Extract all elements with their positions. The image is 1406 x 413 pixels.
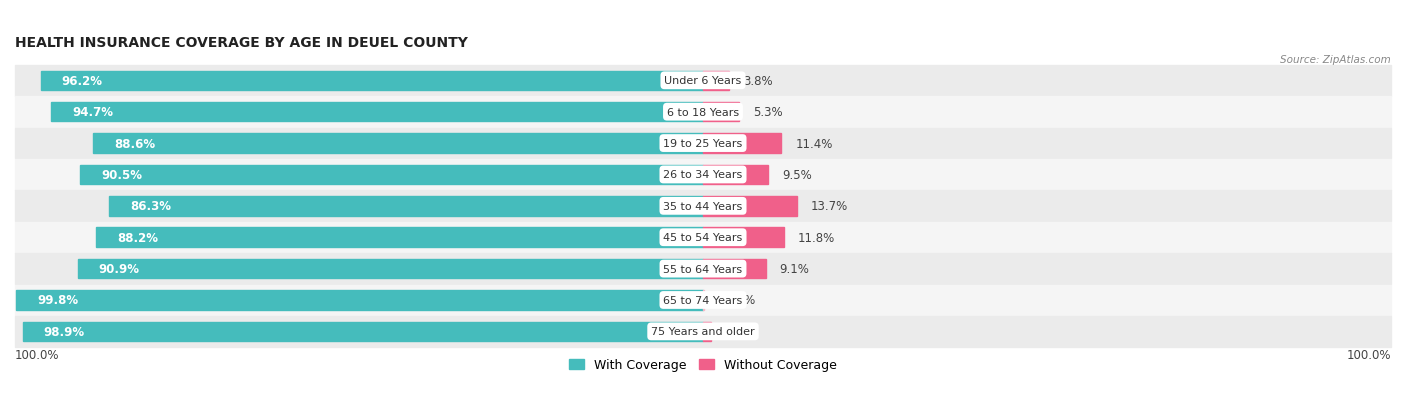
Text: 98.9%: 98.9% xyxy=(44,325,84,338)
Bar xyxy=(93,134,703,153)
Bar xyxy=(15,254,1391,284)
Text: 99.8%: 99.8% xyxy=(37,294,79,307)
Text: 6 to 18 Years: 6 to 18 Years xyxy=(666,107,740,117)
Bar xyxy=(15,128,1391,159)
Text: 100.0%: 100.0% xyxy=(1347,349,1391,361)
Bar xyxy=(703,228,785,247)
Text: 11.8%: 11.8% xyxy=(799,231,835,244)
Bar xyxy=(703,259,766,279)
Bar xyxy=(110,197,703,216)
Bar xyxy=(703,322,710,341)
Text: 3.8%: 3.8% xyxy=(742,75,772,88)
Bar xyxy=(15,222,1391,253)
Bar xyxy=(703,197,797,216)
Text: 88.2%: 88.2% xyxy=(117,231,157,244)
Text: 11.4%: 11.4% xyxy=(796,137,832,150)
Bar xyxy=(22,322,703,341)
Text: HEALTH INSURANCE COVERAGE BY AGE IN DEUEL COUNTY: HEALTH INSURANCE COVERAGE BY AGE IN DEUE… xyxy=(15,36,468,50)
Text: 100.0%: 100.0% xyxy=(15,349,59,361)
Bar xyxy=(52,103,703,122)
Bar xyxy=(703,165,768,185)
Text: 5.3%: 5.3% xyxy=(754,106,783,119)
Bar xyxy=(15,316,1391,347)
Text: 75 Years and older: 75 Years and older xyxy=(651,327,755,337)
Text: 65 to 74 Years: 65 to 74 Years xyxy=(664,295,742,305)
Bar xyxy=(96,228,703,247)
Text: 0.19%: 0.19% xyxy=(718,294,755,307)
Bar xyxy=(703,134,782,153)
Text: 9.1%: 9.1% xyxy=(779,263,810,275)
Text: 19 to 25 Years: 19 to 25 Years xyxy=(664,139,742,149)
Text: 35 to 44 Years: 35 to 44 Years xyxy=(664,202,742,211)
Text: 1.1%: 1.1% xyxy=(724,325,754,338)
Text: 90.5%: 90.5% xyxy=(101,169,142,182)
Bar xyxy=(15,66,1391,97)
Text: 45 to 54 Years: 45 to 54 Years xyxy=(664,233,742,242)
Text: 55 to 64 Years: 55 to 64 Years xyxy=(664,264,742,274)
Text: 86.3%: 86.3% xyxy=(129,200,172,213)
Legend: With Coverage, Without Coverage: With Coverage, Without Coverage xyxy=(564,353,842,376)
Text: 26 to 34 Years: 26 to 34 Years xyxy=(664,170,742,180)
Bar xyxy=(80,165,703,185)
Bar xyxy=(703,103,740,122)
Bar xyxy=(41,71,703,91)
Bar xyxy=(17,291,703,310)
Bar xyxy=(77,259,703,279)
Text: 96.2%: 96.2% xyxy=(62,75,103,88)
Text: Source: ZipAtlas.com: Source: ZipAtlas.com xyxy=(1281,55,1391,64)
Text: 94.7%: 94.7% xyxy=(72,106,112,119)
Bar xyxy=(703,71,730,91)
Text: 90.9%: 90.9% xyxy=(98,263,139,275)
Text: 88.6%: 88.6% xyxy=(114,137,155,150)
Bar xyxy=(15,160,1391,190)
Bar xyxy=(15,191,1391,222)
Text: 9.5%: 9.5% xyxy=(782,169,811,182)
Bar xyxy=(15,285,1391,316)
Bar xyxy=(15,97,1391,128)
Text: 13.7%: 13.7% xyxy=(811,200,848,213)
Text: Under 6 Years: Under 6 Years xyxy=(665,76,741,86)
